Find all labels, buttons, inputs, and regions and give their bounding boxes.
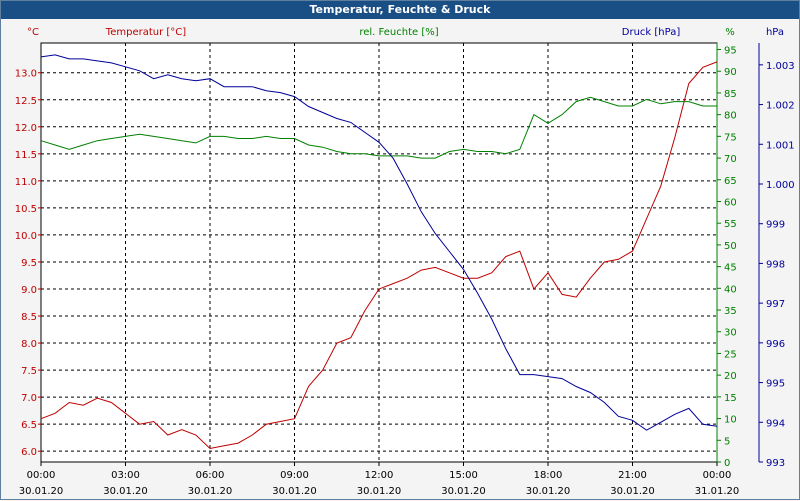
- temperature-tick-label: 11.0: [15, 177, 37, 188]
- temperature-tick-label: 12.0: [15, 123, 37, 134]
- pressure-tick-label: 993: [766, 458, 785, 469]
- temperature-tick-label: 8.5: [21, 312, 37, 323]
- humidity-tick-label: 20: [724, 371, 737, 382]
- temperature-axis-label: Temperatur [°C]: [105, 27, 186, 38]
- x-tick-time: 12:00: [365, 470, 394, 481]
- temperature-tick-label: 6.5: [21, 420, 37, 431]
- humidity-unit-label: %: [725, 27, 735, 38]
- humidity-axis-label: rel. Feuchte [%]: [359, 27, 438, 38]
- humidity-tick-label: 55: [724, 219, 737, 230]
- humidity-line: [40, 96, 717, 159]
- humidity-tick-label: 95: [724, 46, 737, 57]
- chart-title: Temperatur, Feuchte & Druck: [1, 1, 799, 19]
- pressure-line: [40, 54, 718, 431]
- humidity-tick-label: 0: [724, 458, 730, 469]
- x-tick-date: 30.01.20: [19, 486, 64, 497]
- temperature-tick-label: 13.0: [15, 69, 37, 80]
- humidity-tick-label: 45: [724, 263, 737, 274]
- pressure-tick-label: 994: [766, 418, 785, 429]
- humidity-tick-label: 90: [724, 67, 737, 78]
- pressure-tick-label: 1.000: [766, 180, 795, 191]
- pressure-unit-label: hPa: [766, 27, 784, 38]
- humidity-tick-label: 75: [724, 132, 737, 143]
- x-tick-time: 00:00: [27, 470, 56, 481]
- humidity-tick-label: 60: [724, 197, 737, 208]
- x-tick-time: 15:00: [449, 470, 478, 481]
- humidity-tick-label: 65: [724, 176, 737, 187]
- humidity-tick-label: 35: [724, 306, 737, 317]
- temperature-tick-label: 10.0: [15, 231, 37, 242]
- x-tick-date: 30.01.20: [357, 486, 402, 497]
- pressure-tick-label: 995: [766, 379, 785, 390]
- humidity-axis: 0 5 10 15 20 25 30 35 40 45 50 55 60 65 70 75 80 85 90 95: [716, 43, 737, 469]
- temperature-tick-label: 7.0: [21, 393, 37, 404]
- humidity-tick-label: 5: [724, 436, 730, 447]
- temperature-tick-label: 10.5: [15, 204, 37, 215]
- temperature-tick-label: 6.0: [21, 447, 37, 458]
- temperature-tick-label: 7.5: [21, 366, 37, 377]
- pressure-tick-label: 998: [766, 259, 785, 270]
- temperature-axis: 6.0 6.5 7.0 7.5 8.0 8.5 9.0 9.5 10.0 10.5 11.0 11.5…: [15, 69, 41, 458]
- pressure-tick-label: 1.002: [766, 101, 795, 112]
- temperature-tick-label: 9.5: [21, 258, 37, 269]
- pressure-axis-label: Druck [hPa]: [622, 27, 681, 38]
- humidity-tick-label: 15: [724, 393, 737, 404]
- x-tick-date: 30.01.20: [441, 486, 486, 497]
- x-tick-date: 30.01.20: [272, 486, 317, 497]
- series-lines: [40, 54, 718, 450]
- temperature-tick-label: 12.5: [15, 96, 37, 107]
- humidity-tick-label: 70: [724, 154, 737, 165]
- axis-headers: °C Temperatur [°C] rel. Feuchte [%] Druck […: [27, 27, 784, 38]
- humidity-tick-label: 50: [724, 241, 737, 252]
- temperature-tick-label: 11.5: [15, 150, 37, 161]
- pressure-tick-label: 1.001: [766, 140, 795, 151]
- x-axis: 00:00 30.01.20 03:00 30.01.20 06:00 30.01.20 0…: [19, 462, 740, 497]
- temperature-tick-label: 9.0: [21, 285, 37, 296]
- x-tick-date: 30.01.20: [610, 486, 655, 497]
- x-tick-time: 06:00: [196, 470, 225, 481]
- temperature-line: [40, 61, 718, 450]
- temperature-unit-label: °C: [27, 27, 39, 38]
- humidity-tick-label: 80: [724, 111, 737, 122]
- humidity-tick-label: 30: [724, 328, 737, 339]
- x-tick-date: 30.01.20: [103, 486, 148, 497]
- humidity-tick-label: 85: [724, 89, 737, 100]
- humidity-tick-label: 40: [724, 284, 737, 295]
- humidity-tick-label: 10: [724, 415, 737, 426]
- humidity-tick-label: 25: [724, 349, 737, 360]
- x-tick-time: 03:00: [111, 470, 140, 481]
- pressure-axis: 993 994 995 996 997 998 999 1.000 1.001 1.002 1.00…: [758, 43, 795, 469]
- pressure-tick-label: 999: [766, 220, 785, 231]
- pressure-tick-label: 996: [766, 339, 785, 350]
- x-tick-time: 09:00: [280, 470, 309, 481]
- x-tick-time: 18:00: [534, 470, 563, 481]
- pressure-tick-label: 1.003: [766, 61, 795, 72]
- pressure-tick-label: 997: [766, 299, 785, 310]
- x-tick-date: 30.01.20: [188, 486, 233, 497]
- x-tick-time: 00:00: [703, 470, 732, 481]
- x-tick-date: 31.01.20: [695, 486, 740, 497]
- temperature-tick-label: 8.0: [21, 339, 37, 350]
- x-tick-time: 21:00: [618, 470, 647, 481]
- x-tick-date: 30.01.20: [526, 486, 571, 497]
